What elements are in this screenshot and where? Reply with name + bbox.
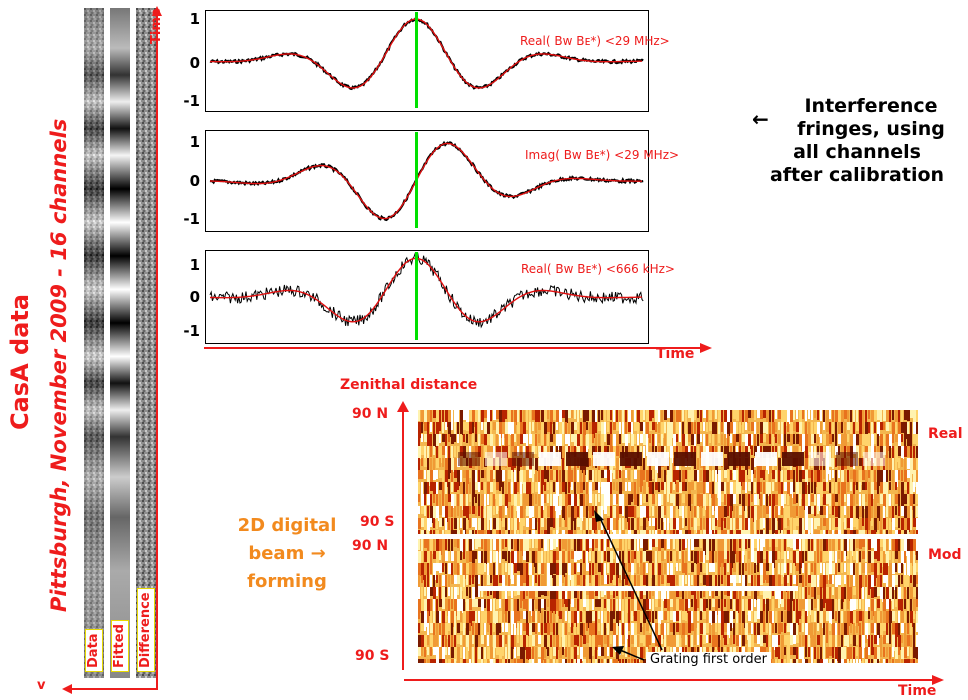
map-bottom-90n: 90 N — [352, 538, 389, 554]
panel2-tick-top: 1 — [189, 133, 200, 151]
strip-bottom-glyph: v — [37, 678, 46, 693]
fitted-strip — [110, 8, 130, 678]
panels-time-label: Time — [656, 346, 695, 362]
interference-line-1: Interference — [804, 95, 938, 117]
difference-strip — [136, 8, 156, 678]
panel2-label: Imag( Bw Bᴇ*) <29 MHz> — [525, 148, 680, 162]
beam-forming-line-2: beam → — [248, 543, 326, 564]
fringe-plot-2 — [209, 140, 644, 222]
map-top-90n: 90 N — [352, 406, 389, 422]
casa-data-title: CasA data — [6, 293, 34, 430]
interference-line-4: after calibration — [769, 164, 945, 186]
fitted-label: Fitted — [111, 620, 129, 672]
map-top-90s: 90 S — [360, 514, 395, 530]
zenith-axis-arrow — [397, 401, 409, 670]
panel3-tick-mid: 0 — [189, 288, 200, 306]
panel2-tick-bot: -1 — [183, 210, 200, 228]
interference-arrow-icon: ← — [752, 107, 769, 131]
panel3-label: Real( Bw Bᴇ*) <666 kHz> — [521, 262, 675, 276]
panel3-tick-bot: -1 — [183, 322, 200, 340]
fringe-plot-3 — [209, 251, 644, 329]
fringe-fit-curve — [209, 142, 642, 220]
map-time-axis — [404, 675, 944, 685]
fringe-fit-curve — [210, 257, 643, 323]
beam-forming-text: 2D digital beam → forming — [232, 512, 342, 596]
grating-first-order-label: Grating first order — [646, 652, 771, 667]
green-marker-1 — [415, 12, 418, 108]
panel3-tick-top: 1 — [189, 256, 200, 274]
panel1-tick-top: 1 — [189, 10, 200, 28]
fringe-data-curve — [209, 251, 644, 329]
pittsburgh-title: Pittsburgh, November 2009 - 16 channels — [47, 118, 71, 612]
panel2-tick-mid: 0 — [189, 172, 200, 190]
interference-line-2: fringes, using — [797, 118, 945, 140]
fringe-panel-1 — [205, 10, 649, 112]
mod-map-label: Mod — [928, 547, 962, 563]
beam-forming-line-1: 2D digital — [237, 515, 337, 536]
green-marker-2 — [415, 132, 418, 228]
fringe-plot-1 — [209, 17, 644, 91]
panel1-tick-bot: -1 — [183, 92, 200, 110]
panels-time-axis — [204, 343, 712, 353]
green-marker-3 — [415, 252, 418, 340]
data-strip — [84, 8, 104, 678]
interference-line-3: all channels — [793, 141, 921, 163]
fringe-data-curve — [209, 17, 644, 91]
strip-time-axis-arrow — [152, 6, 162, 690]
beam-forming-line-3: forming — [247, 571, 327, 592]
real-map-image — [418, 410, 918, 534]
strip-time-label: Time — [149, 8, 164, 44]
panel1-label: Real( Bw Bᴇ*) <29 MHz> — [520, 34, 670, 48]
grating-pointer-lines — [594, 510, 663, 661]
panel1-tick-mid: 0 — [189, 54, 200, 72]
fringe-panel-3 — [205, 250, 649, 344]
fringe-panel-2 — [205, 130, 649, 232]
fringe-fit-curve — [210, 18, 642, 89]
zenithal-distance-label: Zenithal distance — [340, 377, 478, 393]
map-bottom-90s: 90 S — [355, 648, 390, 664]
data-label: Data — [85, 629, 103, 672]
map-time-label: Time — [898, 683, 937, 699]
strip-bottom-arrow — [62, 684, 156, 694]
interference-text-block: Interference fringes, using all channels… — [742, 95, 968, 187]
real-map-label: Real — [928, 426, 963, 442]
